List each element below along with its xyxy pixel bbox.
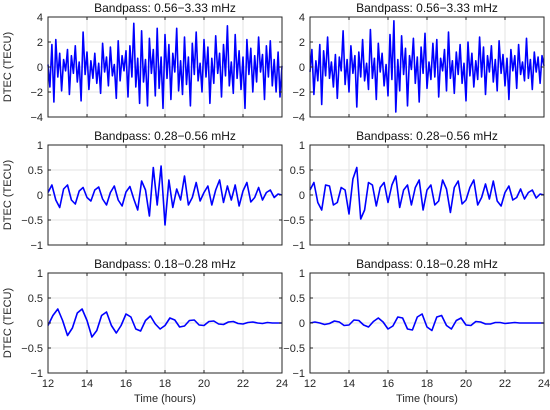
y-tick-label: −0.5 [21, 343, 43, 355]
x-tick-label: 12 [42, 378, 54, 390]
x-axis-label-6: Time (hours) [396, 393, 458, 405]
y-tick-label: −2 [30, 87, 43, 99]
series-line-2 [309, 19, 545, 113]
y-tick-label: 4 [37, 12, 43, 24]
y-tick-label: 0.5 [290, 293, 305, 305]
y-tick-label: −0.5 [283, 215, 305, 227]
x-tick-label: 24 [276, 378, 288, 390]
y-tick-label: −0.5 [21, 215, 43, 227]
y-tick-label: 0 [37, 62, 43, 74]
x-tick-label: 18 [421, 378, 433, 390]
series-line-1 [47, 22, 283, 110]
series-line-3 [47, 165, 283, 226]
y-tick-label: −0.5 [283, 343, 305, 355]
panel-title-4: Bandpass: 0.28−0.56 mHz [356, 129, 498, 143]
y-axis-label-3: DTEC (TECU) [2, 160, 14, 230]
y-tick-label: 0 [299, 190, 305, 202]
series-line-4 [309, 166, 545, 220]
x-tick-label: 24 [538, 378, 550, 390]
panel-title-1: Bandpass: 0.56−3.33 mHz [94, 1, 236, 15]
x-tick-label: 20 [460, 378, 472, 390]
y-tick-label: 0.5 [28, 293, 43, 305]
panel-title-6: Bandpass: 0.18−0.28 mHz [356, 257, 498, 271]
y-tick-label: −1 [292, 240, 305, 252]
x-axis-label-5: Time (hours) [134, 393, 196, 405]
x-tick-label: 16 [382, 378, 394, 390]
y-tick-label: −1 [292, 368, 305, 380]
panel-title-2: Bandpass: 0.56−3.33 mHz [356, 1, 498, 15]
y-tick-label: 0 [299, 62, 305, 74]
y-tick-label: −2 [292, 87, 305, 99]
y-tick-label: 1 [299, 140, 305, 152]
y-tick-label: −1 [30, 368, 43, 380]
panel-title-3: Bandpass: 0.28−0.56 mHz [94, 129, 236, 143]
y-tick-label: 0.5 [28, 165, 43, 177]
y-axis-label-5: DTEC (TECU) [2, 288, 14, 358]
y-tick-label: 1 [299, 268, 305, 280]
y-tick-label: 4 [299, 12, 305, 24]
y-tick-label: −4 [30, 112, 43, 124]
panel-title-5: Bandpass: 0.18−0.28 mHz [94, 257, 236, 271]
x-tick-label: 12 [304, 378, 316, 390]
x-tick-label: 16 [120, 378, 132, 390]
x-tick-label: 20 [198, 378, 210, 390]
y-tick-label: 0 [37, 318, 43, 330]
y-axis-label-1: DTEC (TECU) [2, 32, 14, 102]
series-line-5 [47, 308, 282, 338]
series-line-6 [309, 313, 544, 332]
y-tick-label: −4 [292, 112, 305, 124]
x-tick-label: 14 [81, 378, 93, 390]
y-tick-label: 2 [299, 37, 305, 49]
x-tick-label: 14 [343, 378, 355, 390]
x-tick-label: 22 [499, 378, 511, 390]
y-tick-label: 0 [299, 318, 305, 330]
y-tick-label: −1 [30, 240, 43, 252]
y-tick-label: 0 [37, 190, 43, 202]
x-tick-label: 18 [159, 378, 171, 390]
x-tick-label: 22 [237, 378, 249, 390]
y-tick-label: 1 [37, 268, 43, 280]
y-tick-label: 2 [37, 37, 43, 49]
y-tick-label: 0.5 [290, 165, 305, 177]
y-tick-label: 1 [37, 140, 43, 152]
